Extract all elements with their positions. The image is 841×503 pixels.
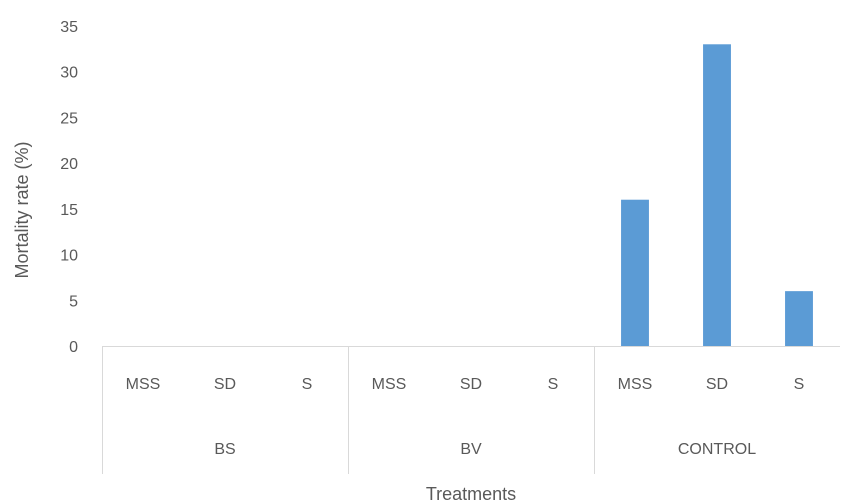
y-tick-label: 10 [60, 248, 78, 265]
x-group-label: BV [460, 441, 482, 458]
y-tick-label: 35 [60, 19, 78, 36]
y-tick-label: 30 [60, 65, 78, 82]
x-category-label: MSS [372, 376, 407, 393]
x-category-label: S [794, 376, 805, 393]
x-axis-title: Treatments [426, 484, 516, 503]
x-category-label: S [302, 376, 313, 393]
x-category-label: SD [706, 376, 728, 393]
bar-control-s [785, 291, 813, 346]
y-axis-ticks: 0 5 10 15 20 25 30 35 [60, 19, 78, 356]
y-tick-label: 0 [69, 339, 78, 356]
x-category-label: S [548, 376, 559, 393]
y-axis-title: Mortality rate (%) [12, 141, 32, 278]
x-category-label: SD [460, 376, 482, 393]
bars [621, 44, 813, 347]
x-category-label: MSS [126, 376, 161, 393]
bar-control-mss [621, 199, 649, 346]
x-group-label: CONTROL [678, 441, 756, 458]
x-category-label: MSS [618, 376, 653, 393]
y-tick-label: 15 [60, 202, 78, 219]
bar-control-sd [703, 44, 731, 347]
x-group-label: BS [214, 441, 235, 458]
x-category-label: SD [214, 376, 236, 393]
y-tick-label: 25 [60, 110, 78, 127]
y-tick-label: 5 [69, 293, 78, 310]
y-tick-label: 20 [60, 156, 78, 173]
x-axis: MSS SD S BS MSS SD S BV MSS SD S CONTROL [102, 346, 840, 474]
